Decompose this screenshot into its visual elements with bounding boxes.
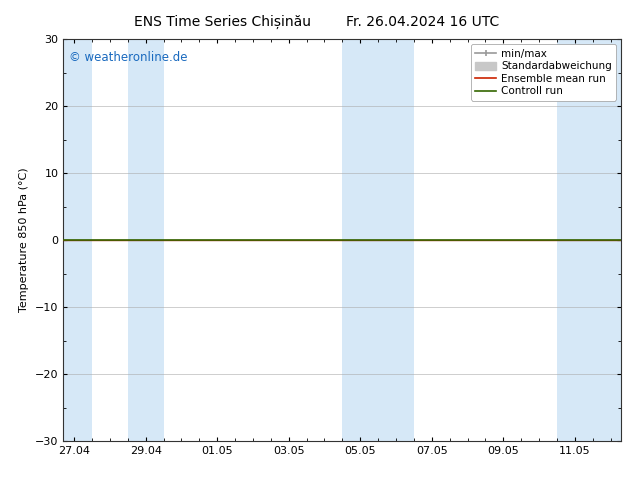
Bar — [128, 39, 164, 441]
Bar — [63, 39, 92, 441]
Text: ENS Time Series Chișinău        Fr. 26.04.2024 16 UTC: ENS Time Series Chișinău Fr. 26.04.2024 … — [134, 15, 500, 29]
Y-axis label: Temperature 850 hPa (°C): Temperature 850 hPa (°C) — [20, 168, 30, 313]
Bar — [557, 39, 621, 441]
Legend: min/max, Standardabweichung, Ensemble mean run, Controll run: min/max, Standardabweichung, Ensemble me… — [471, 45, 616, 100]
Text: © weatheronline.de: © weatheronline.de — [69, 51, 188, 64]
Bar — [342, 39, 414, 441]
